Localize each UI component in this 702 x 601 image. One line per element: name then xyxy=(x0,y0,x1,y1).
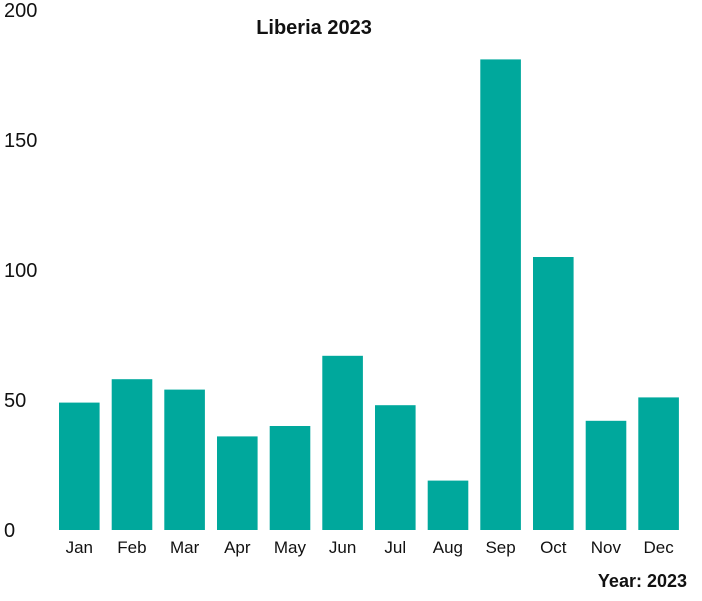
x-tick-label-sep: Sep xyxy=(485,538,515,557)
bar-mar xyxy=(164,389,205,530)
bar-aug xyxy=(427,480,469,530)
x-tick-label-apr: Apr xyxy=(224,538,251,557)
year-footer-label: Year: 2023 xyxy=(598,571,687,591)
y-tick-label: 0 xyxy=(4,520,15,542)
y-tick-label: 200 xyxy=(4,0,37,22)
chart-title: Liberia 2023 xyxy=(256,17,372,39)
bar-nov xyxy=(585,420,627,530)
x-tick-label-may: May xyxy=(274,538,307,557)
x-tick-label-dec: Dec xyxy=(643,538,674,557)
bar-oct xyxy=(533,257,574,530)
y-tick-label: 50 xyxy=(4,390,26,412)
bar-apr xyxy=(217,436,258,530)
x-tick-label-mar: Mar xyxy=(170,538,200,557)
bar-jan xyxy=(59,402,100,530)
x-axis-ticks: Jan Feb Mar Apr May Jun Jul Aug Sep Oct Nov Dec xyxy=(66,538,675,557)
y-tick-label: 150 xyxy=(4,130,37,152)
bar-may xyxy=(269,426,311,530)
bar-jun xyxy=(322,355,363,530)
x-tick-label-aug: Aug xyxy=(433,538,463,557)
bar-jul xyxy=(375,405,416,530)
bar-sep xyxy=(480,59,521,531)
bars-group xyxy=(59,59,679,531)
y-tick-label: 100 xyxy=(4,260,37,282)
x-tick-label-nov: Nov xyxy=(591,538,622,557)
x-tick-label-feb: Feb xyxy=(117,538,146,557)
x-tick-label-jun: Jun xyxy=(329,538,356,557)
bar-dec xyxy=(638,397,679,530)
bar-feb xyxy=(111,379,153,530)
x-tick-label-jul: Jul xyxy=(384,538,406,557)
x-tick-label-oct: Oct xyxy=(540,538,567,557)
y-axis-ticks: 0 50 100 150 200 xyxy=(4,0,37,542)
x-tick-label-jan: Jan xyxy=(66,538,93,557)
